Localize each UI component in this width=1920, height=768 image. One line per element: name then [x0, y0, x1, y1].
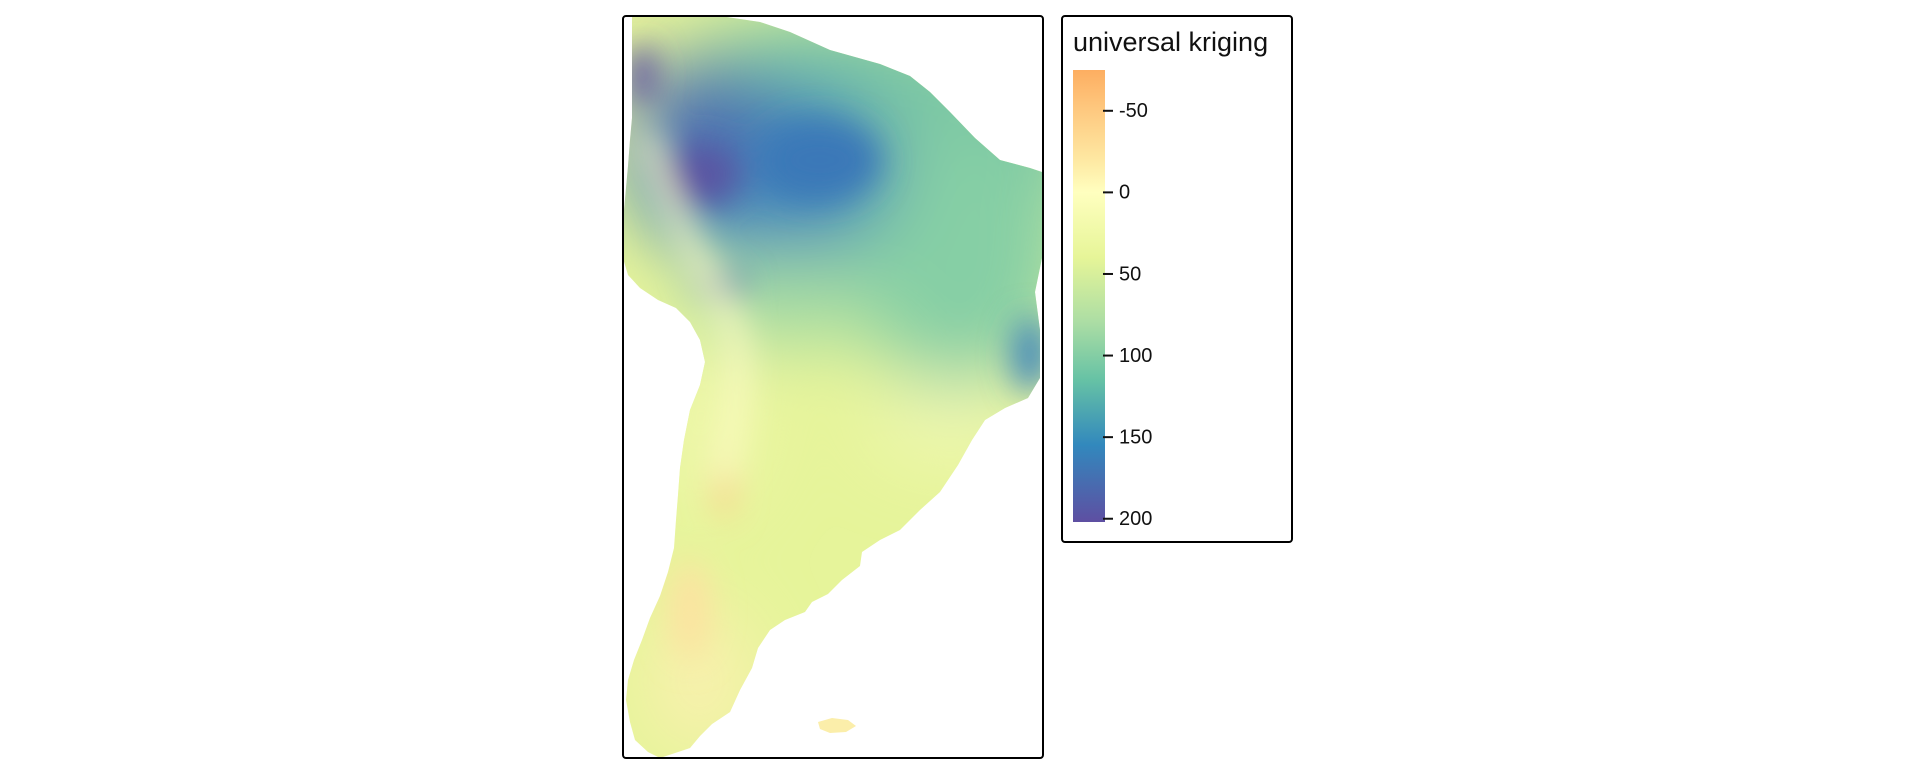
legend-ticks: -50 0 50 100 150 200 [1103, 100, 1152, 530]
legend-title: universal kriging [1073, 27, 1268, 57]
falkland-islands [818, 718, 856, 733]
legend: universal kriging -50 0 50 100 150 200 [1061, 15, 1293, 543]
legend-tick-label: 200 [1119, 508, 1152, 530]
legend-tick-label: 50 [1119, 263, 1141, 285]
kriging-raster [622, 15, 1042, 758]
legend-color-bar [1073, 70, 1105, 522]
legend-tick-label: 150 [1119, 426, 1152, 448]
legend-tick-label: 100 [1119, 345, 1152, 367]
map-frame [622, 15, 1044, 759]
legend-tick-label: 0 [1119, 182, 1130, 204]
legend-tick-label: -50 [1119, 100, 1148, 122]
legend-frame [1061, 15, 1293, 543]
